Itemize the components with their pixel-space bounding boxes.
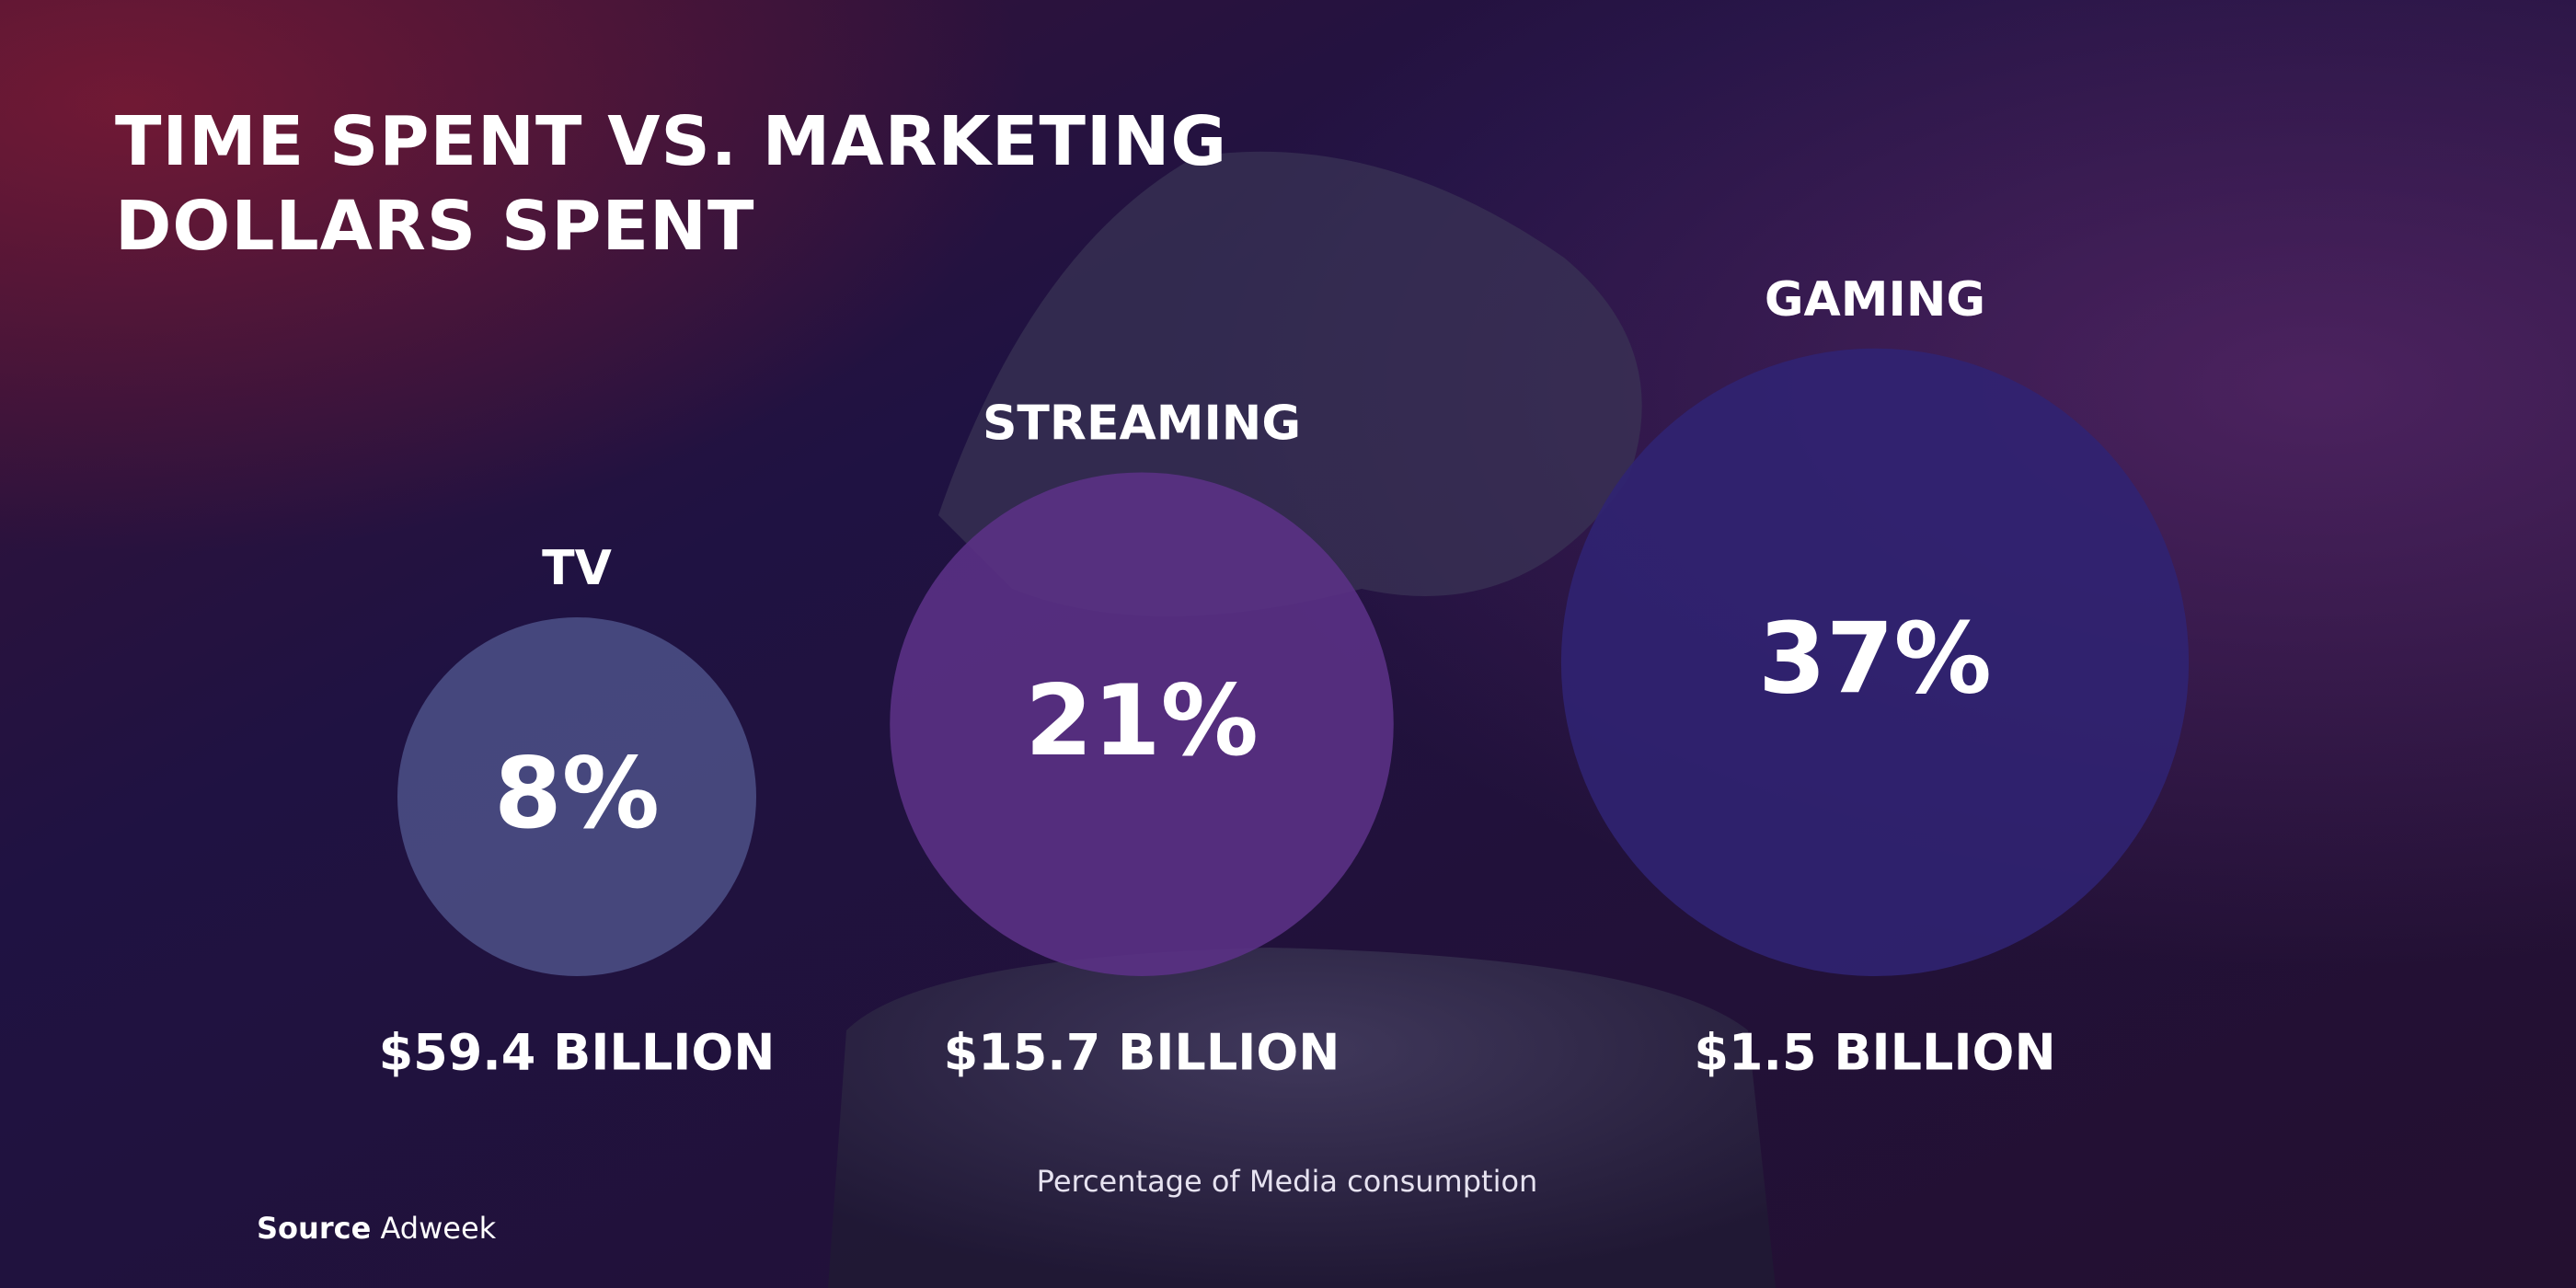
value-label: 37%: [1758, 603, 1992, 716]
spend-label: $59.4 BILLION: [379, 1024, 776, 1082]
spend-label: $15.7 BILLION: [944, 1024, 1340, 1082]
bubble: [890, 472, 1394, 976]
value-label: 21%: [1025, 664, 1259, 777]
category-label: GAMING: [1765, 272, 1985, 328]
value-label: 8%: [494, 737, 660, 850]
bubble: [397, 617, 756, 976]
plot-area: 8% TV $59.4 BILLION 21% STREAMING $15.7 BILLI…: [379, 272, 2190, 1082]
bubble: [1560, 348, 2190, 976]
source-label: Source: [257, 1211, 372, 1246]
category-label: TV: [542, 541, 612, 596]
source: Source Adweek: [257, 1211, 496, 1246]
source-text: Adweek: [380, 1211, 497, 1246]
x-axis-label: Percentage of Media consumption: [1037, 1164, 1538, 1199]
spend-label: $1.5 BILLION: [1694, 1024, 2055, 1082]
category-label: STREAMING: [983, 396, 1301, 451]
chart-title: TIME SPENT VS. MARKETING DOLLARS SPENT: [115, 102, 1228, 266]
background-seat: [828, 948, 1776, 1288]
